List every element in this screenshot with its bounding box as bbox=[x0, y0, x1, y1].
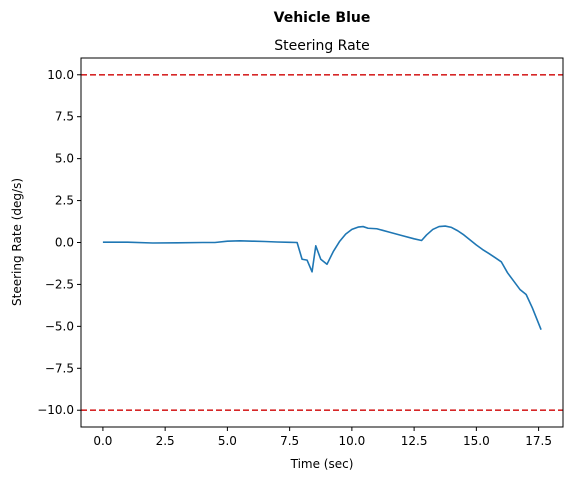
y-tick-label: −7.5 bbox=[45, 361, 74, 375]
chart-title: Steering Rate bbox=[274, 38, 370, 54]
x-tick-label: 7.5 bbox=[280, 434, 299, 448]
y-axis: 10.0 7.5 5.0 2.5 0.0 −2.5 −5.0 −7.5 −10.0 bbox=[37, 68, 81, 417]
x-tick-label: 15.0 bbox=[463, 434, 490, 448]
x-tick-label: 17.5 bbox=[525, 434, 552, 448]
series-line-0 bbox=[102, 225, 542, 331]
y-axis-label: Steering Rate (deg/s) bbox=[10, 178, 24, 306]
y-tick-label: −5.0 bbox=[45, 319, 74, 333]
plot-area bbox=[81, 73, 563, 412]
y-tick-label: 7.5 bbox=[55, 110, 74, 124]
y-tick-label: 2.5 bbox=[55, 194, 74, 208]
x-axis: 0.0 2.5 5.0 7.5 10.0 12.5 15.0 17.5 bbox=[93, 427, 552, 448]
x-axis-label: Time (sec) bbox=[290, 457, 354, 471]
x-tick-label: 5.0 bbox=[218, 434, 237, 448]
x-tick-label: 12.5 bbox=[401, 434, 428, 448]
x-tick-label: 0.0 bbox=[93, 434, 112, 448]
figure-suptitle: Vehicle Blue bbox=[274, 10, 371, 26]
y-tick-label: 5.0 bbox=[55, 152, 74, 166]
x-tick-label: 10.0 bbox=[339, 434, 366, 448]
y-tick-label: 10.0 bbox=[47, 68, 74, 82]
y-tick-label: −10.0 bbox=[37, 403, 74, 417]
x-tick-label: 2.5 bbox=[156, 434, 175, 448]
y-tick-label: −2.5 bbox=[45, 277, 74, 291]
y-tick-label: 0.0 bbox=[55, 236, 74, 250]
